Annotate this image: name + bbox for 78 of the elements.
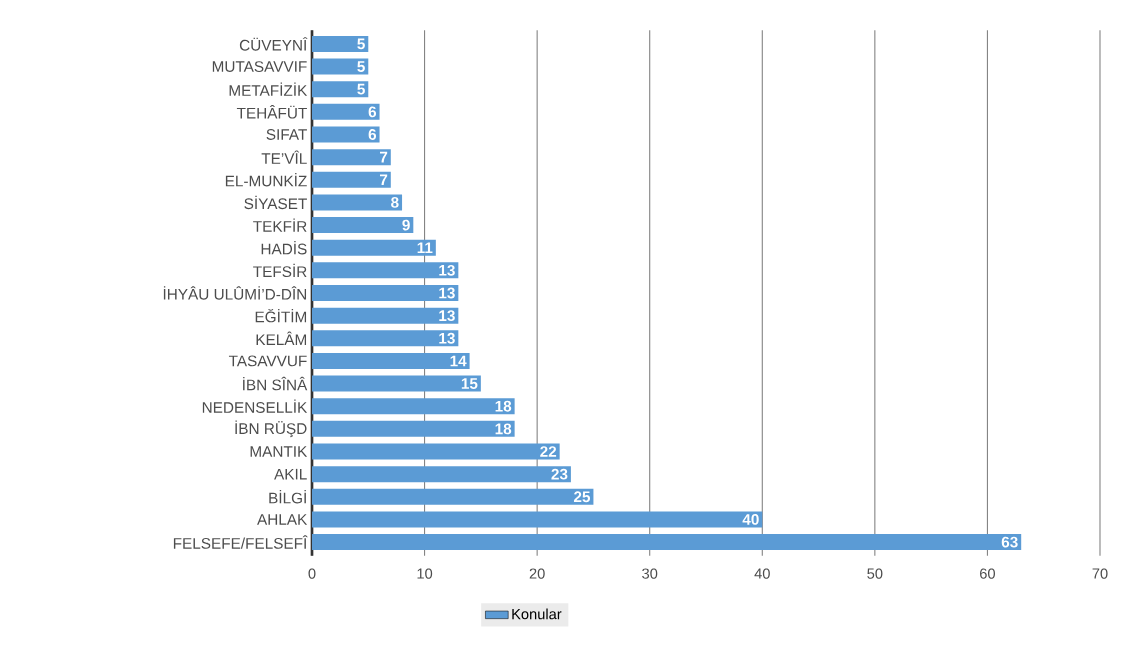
bar (312, 126, 380, 143)
data-label: 25 (573, 491, 591, 503)
data-label: 5 (357, 38, 365, 50)
data-label: 7 (379, 174, 388, 186)
bar (312, 217, 414, 234)
bar (312, 307, 459, 324)
y-tick-label: TE’VÎL (261, 150, 307, 164)
bar (312, 398, 515, 415)
y-tick-label: TEHÂFÜT (236, 105, 307, 119)
bar (312, 239, 436, 256)
bar (312, 375, 481, 392)
data-label: 5 (357, 61, 365, 72)
data-label: 13 (439, 332, 455, 344)
bar (312, 488, 594, 505)
y-tick-label: SİYASET (244, 195, 307, 210)
data-label: 40 (742, 514, 759, 525)
y-tick-label: İBN RÜŞD (235, 420, 307, 438)
y-tick-label: TEFSİR (253, 263, 307, 278)
bar (312, 35, 369, 52)
data-label: 14 (450, 355, 467, 367)
y-tick-label: AHLAK (257, 514, 308, 525)
y-tick-label: AKIL (274, 468, 307, 480)
data-label: 18 (495, 400, 512, 412)
x-tick-label: 60 (980, 568, 995, 579)
x-tick-label: 0 (308, 568, 316, 579)
y-tick-label: HADİS (261, 240, 307, 255)
y-tick-label: KELÂM (256, 331, 307, 345)
data-label: 18 (495, 423, 512, 435)
bar (312, 352, 470, 369)
bar (312, 81, 369, 98)
data-label: 9 (402, 219, 410, 231)
bar (312, 262, 459, 279)
y-tick-label: NEDENSELLİK (202, 399, 308, 413)
x-tick-label: 20 (529, 568, 545, 579)
data-label: 23 (551, 468, 568, 480)
bar (312, 103, 380, 120)
bar (312, 285, 459, 301)
bar (312, 330, 459, 347)
x-tick-label: 50 (867, 568, 883, 579)
x-tick-label: 30 (642, 568, 658, 579)
data-label: 63 (1001, 536, 1018, 548)
y-tick-label: EL-MUNKİZ (225, 173, 307, 187)
bar (312, 511, 763, 528)
data-label: 6 (368, 129, 377, 140)
bar (312, 443, 560, 460)
data-label: 6 (368, 106, 377, 118)
y-tick-label: TASAVVUF (228, 355, 307, 367)
y-tick-label: BİLGİ (269, 490, 306, 504)
y-tick-label: İHYÂU ULÛMİ’D-DÎN (163, 286, 307, 300)
data-label: 5 (357, 83, 365, 95)
data-label: 8 (391, 196, 399, 208)
y-tick-label: MUTASAVVIF (212, 61, 307, 72)
y-tick-label: EĞİTİM (255, 308, 307, 323)
data-label: 13 (439, 287, 455, 299)
x-tick-label: 70 (1092, 568, 1108, 579)
data-label: 13 (439, 264, 455, 276)
data-label: 22 (540, 446, 557, 457)
y-tick-label: METAFİZİK (229, 82, 308, 96)
y-tick-label: CÜVEYNÎ (239, 37, 308, 51)
x-tick-label: 10 (417, 568, 433, 579)
y-tick-label: SIFAT (266, 129, 307, 140)
y-tick-label: TEKFİR (253, 218, 307, 232)
data-label: 13 (439, 310, 455, 322)
y-tick-label: FELSEFE/FELSEFÎ (173, 535, 308, 549)
data-label: 11 (417, 242, 433, 253)
bar (312, 58, 369, 75)
x-tick-label: 40 (754, 568, 770, 579)
data-label: 15 (461, 378, 478, 389)
bar (312, 149, 391, 166)
legend-label: Konular (512, 608, 562, 620)
bar (312, 466, 571, 483)
bar (312, 534, 1022, 551)
data-label: 7 (379, 151, 388, 163)
bar (312, 194, 403, 211)
y-tick-label: İBN SÎNÂ (243, 376, 308, 391)
bar (312, 420, 515, 437)
bar (312, 171, 391, 188)
y-tick-label: MANTIK (250, 446, 308, 457)
